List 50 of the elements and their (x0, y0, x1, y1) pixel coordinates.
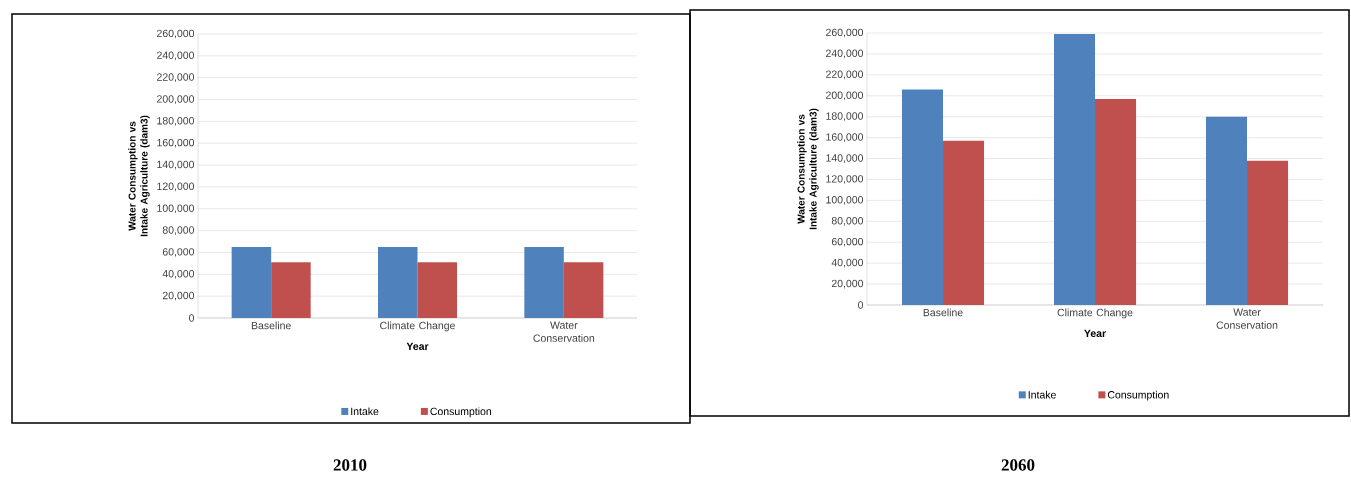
bar (901, 89, 944, 305)
y-axis-title: Water Consumption vs Intake Agriculture (dam3) (128, 115, 150, 237)
legend-label: Intake (351, 407, 379, 416)
y-tick-label: 240,000 (157, 51, 195, 61)
y-tick-label: 140,000 (157, 160, 195, 170)
y-tick-label: 60,000 (831, 237, 864, 247)
y-tick-label: 120,000 (157, 182, 195, 192)
y-tick-label: 180,000 (157, 117, 195, 126)
legend-label: Consumption (430, 407, 492, 418)
y-tick-label: 0 (189, 314, 195, 322)
y-tick-label: 220,000 (157, 73, 195, 83)
bar (1205, 116, 1248, 305)
x-axis-title: Year (406, 342, 429, 351)
bar (1095, 98, 1137, 305)
y-tick-label: 0 (858, 301, 864, 309)
y-tick-label: 100,000 (826, 196, 864, 205)
y-tick-label: 20,000 (831, 279, 864, 289)
y-tick-label: 260,000 (826, 28, 864, 38)
x-tick-label: Climate Change (1057, 308, 1133, 319)
legend-label: Consumption (1107, 390, 1169, 401)
y-tick-label: 140,000 (826, 154, 864, 163)
x-tick-label: Water Conservation (1216, 308, 1278, 329)
y-tick-label: 80,000 (831, 216, 864, 226)
y-tick-label: 260,000 (157, 29, 195, 39)
y-tick-label: 220,000 (826, 70, 864, 80)
text: 2010 (333, 459, 367, 471)
y-tick-label: 80,000 (162, 226, 195, 235)
x-tick-label: Climate Change (380, 321, 455, 332)
bar (1247, 160, 1289, 305)
text: 2060 (1001, 459, 1035, 471)
x-tick-label: Baseline (923, 308, 963, 317)
legend-label: Intake (1028, 390, 1056, 399)
y-tick-label: 160,000 (157, 138, 195, 148)
y-tick-label: 200,000 (826, 91, 864, 101)
y-axis-title: Water Consumption vs Intake Agriculture (dam3) (797, 108, 819, 230)
bar (1053, 34, 1096, 305)
y-tick-label: 200,000 (157, 95, 195, 104)
x-tick-label: Water Conservation (533, 321, 595, 342)
y-tick-label: 60,000 (162, 248, 195, 257)
bar (943, 140, 985, 305)
y-tick-label: 40,000 (831, 258, 864, 268)
y-tick-label: 240,000 (826, 49, 864, 59)
x-axis-title: Year (1084, 329, 1106, 338)
y-tick-label: 120,000 (826, 175, 864, 184)
y-tick-label: 100,000 (157, 204, 195, 214)
y-tick-label: 160,000 (826, 133, 864, 142)
y-tick-label: 40,000 (162, 269, 195, 279)
y-tick-label: 20,000 (162, 291, 195, 301)
y-tick-label: 180,000 (826, 112, 864, 122)
x-tick-label: Baseline (251, 321, 291, 330)
